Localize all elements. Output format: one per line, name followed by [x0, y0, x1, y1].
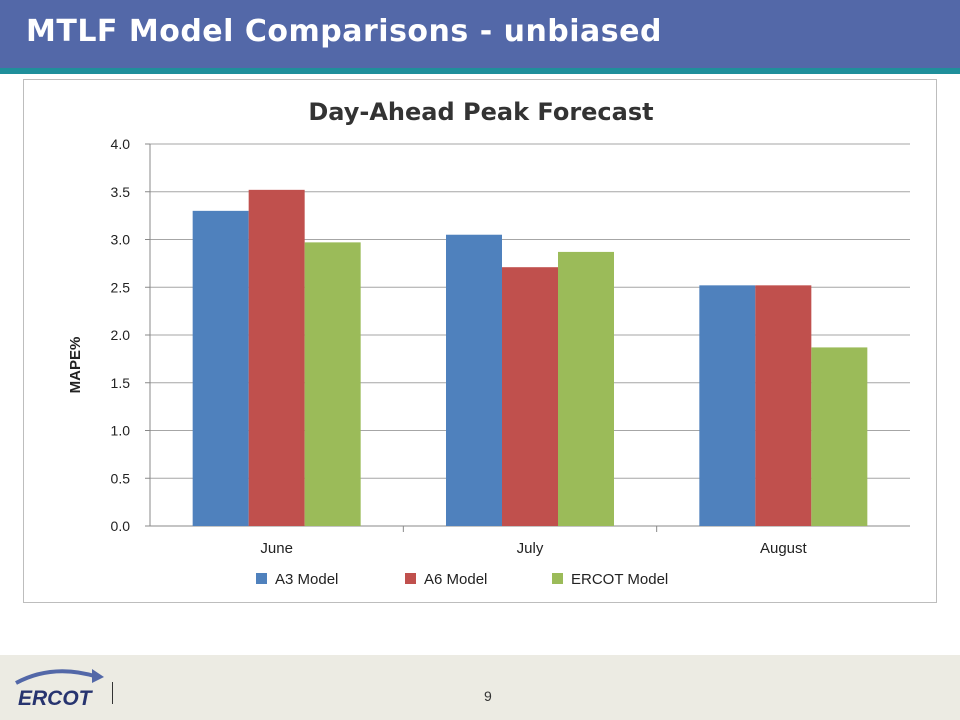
header-stripe [0, 68, 960, 74]
bars [192, 189, 868, 527]
legend-swatch [405, 573, 416, 584]
page-number: 9 [484, 688, 492, 704]
y-tick-label: 3.5 [111, 184, 131, 200]
bar-chart: Day-Ahead Peak Forecast 0.0 0.5 1.0 1.5 2.0 2… [67, 98, 910, 588]
y-tick-label: 3.0 [111, 232, 131, 248]
bar [558, 251, 614, 527]
y-tick-label: 2.0 [111, 327, 131, 343]
x-tick-label: July [517, 540, 544, 557]
axis-labels: 0.0 0.5 1.0 1.5 2.0 2.5 3.0 3.5 4.0 June July Augus… [111, 136, 808, 557]
slide-title: MTLF Model Comparisons - unbiased [26, 14, 662, 49]
y-tick-label: 0.0 [111, 518, 131, 534]
y-tick-label: 4.0 [111, 136, 131, 152]
bar [811, 347, 868, 526]
slide-header: MTLF Model Comparisons - unbiased [0, 0, 960, 68]
y-tick-label: 0.5 [111, 470, 131, 486]
chart-frame: Day-Ahead Peak Forecast 0.0 0.5 1.0 1.5 2.0 2… [23, 79, 937, 603]
chart-title: Day-Ahead Peak Forecast [308, 98, 653, 126]
slide-footer: ERCOT 9 [0, 655, 960, 720]
y-tick-label: 2.5 [111, 279, 131, 295]
legend-label: A3 Model [275, 571, 338, 588]
legend-swatch [256, 573, 267, 584]
logo-text: ERCOT [18, 687, 94, 710]
bar [192, 210, 249, 526]
bar [248, 189, 305, 526]
y-tick-label: 1.0 [111, 423, 131, 439]
bar [755, 285, 812, 526]
legend-label: A6 Model [424, 571, 487, 588]
x-tick-label: June [260, 540, 293, 557]
legend: A3 Model A6 Model ERCOT Model [256, 571, 668, 588]
x-tick-label: August [760, 540, 808, 557]
legend-label: ERCOT Model [571, 571, 668, 588]
y-axis-title: MAPE% [67, 337, 84, 394]
bar [502, 267, 558, 526]
bar [304, 242, 361, 527]
legend-swatch [552, 573, 563, 584]
bar [699, 285, 756, 526]
bar [446, 234, 502, 526]
y-tick-label: 1.5 [111, 375, 131, 391]
footer-divider [112, 682, 113, 704]
ercot-logo: ERCOT [15, 669, 104, 710]
